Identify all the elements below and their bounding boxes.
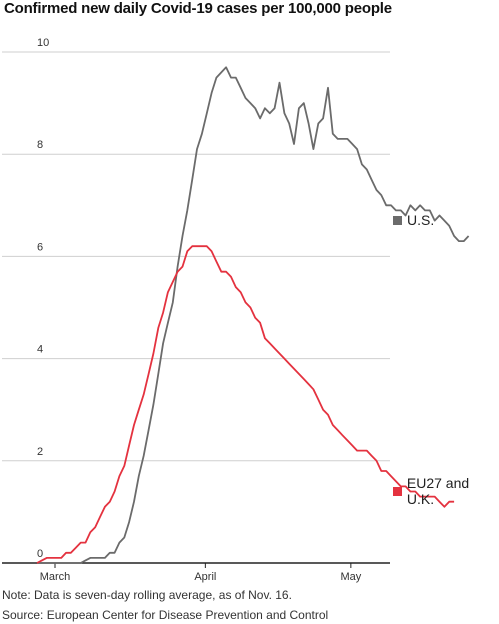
y-tick-label: 2 [37, 446, 43, 458]
series-line-us [37, 66, 470, 564]
legend-eu-label: EU27 and U.K. [406, 475, 470, 507]
y-tick-label: 8 [37, 139, 43, 151]
x-tick-label: April [194, 571, 216, 583]
x-tick-label: May [340, 571, 361, 583]
gridlines [2, 51, 390, 462]
y-tick-label: 10 [37, 37, 49, 49]
x-tick-label: March [40, 571, 71, 583]
y-tick-label: 6 [37, 241, 43, 253]
legend-us-swatch [393, 215, 402, 225]
chart-title: Confirmed new daily Covid-19 cases per 1… [4, 0, 392, 17]
legend-us: U.S. [393, 212, 434, 228]
series-lines [36, 66, 470, 564]
legend-eu: EU27 and U.K. [393, 475, 499, 507]
y-tick-labels: 0 2 4 6 8 10 [37, 37, 49, 560]
footnote: Note: Data is seven-day rolling average,… [2, 588, 292, 602]
legend-us-label: U.S. [407, 212, 435, 228]
y-tick-label: 4 [37, 344, 43, 356]
series-line-eu [36, 245, 455, 564]
legend-eu-swatch [393, 486, 402, 496]
source-note: Source: European Center for Disease Prev… [2, 608, 329, 622]
x-axis: March April May [2, 562, 390, 583]
y-tick-label: 0 [37, 548, 43, 560]
